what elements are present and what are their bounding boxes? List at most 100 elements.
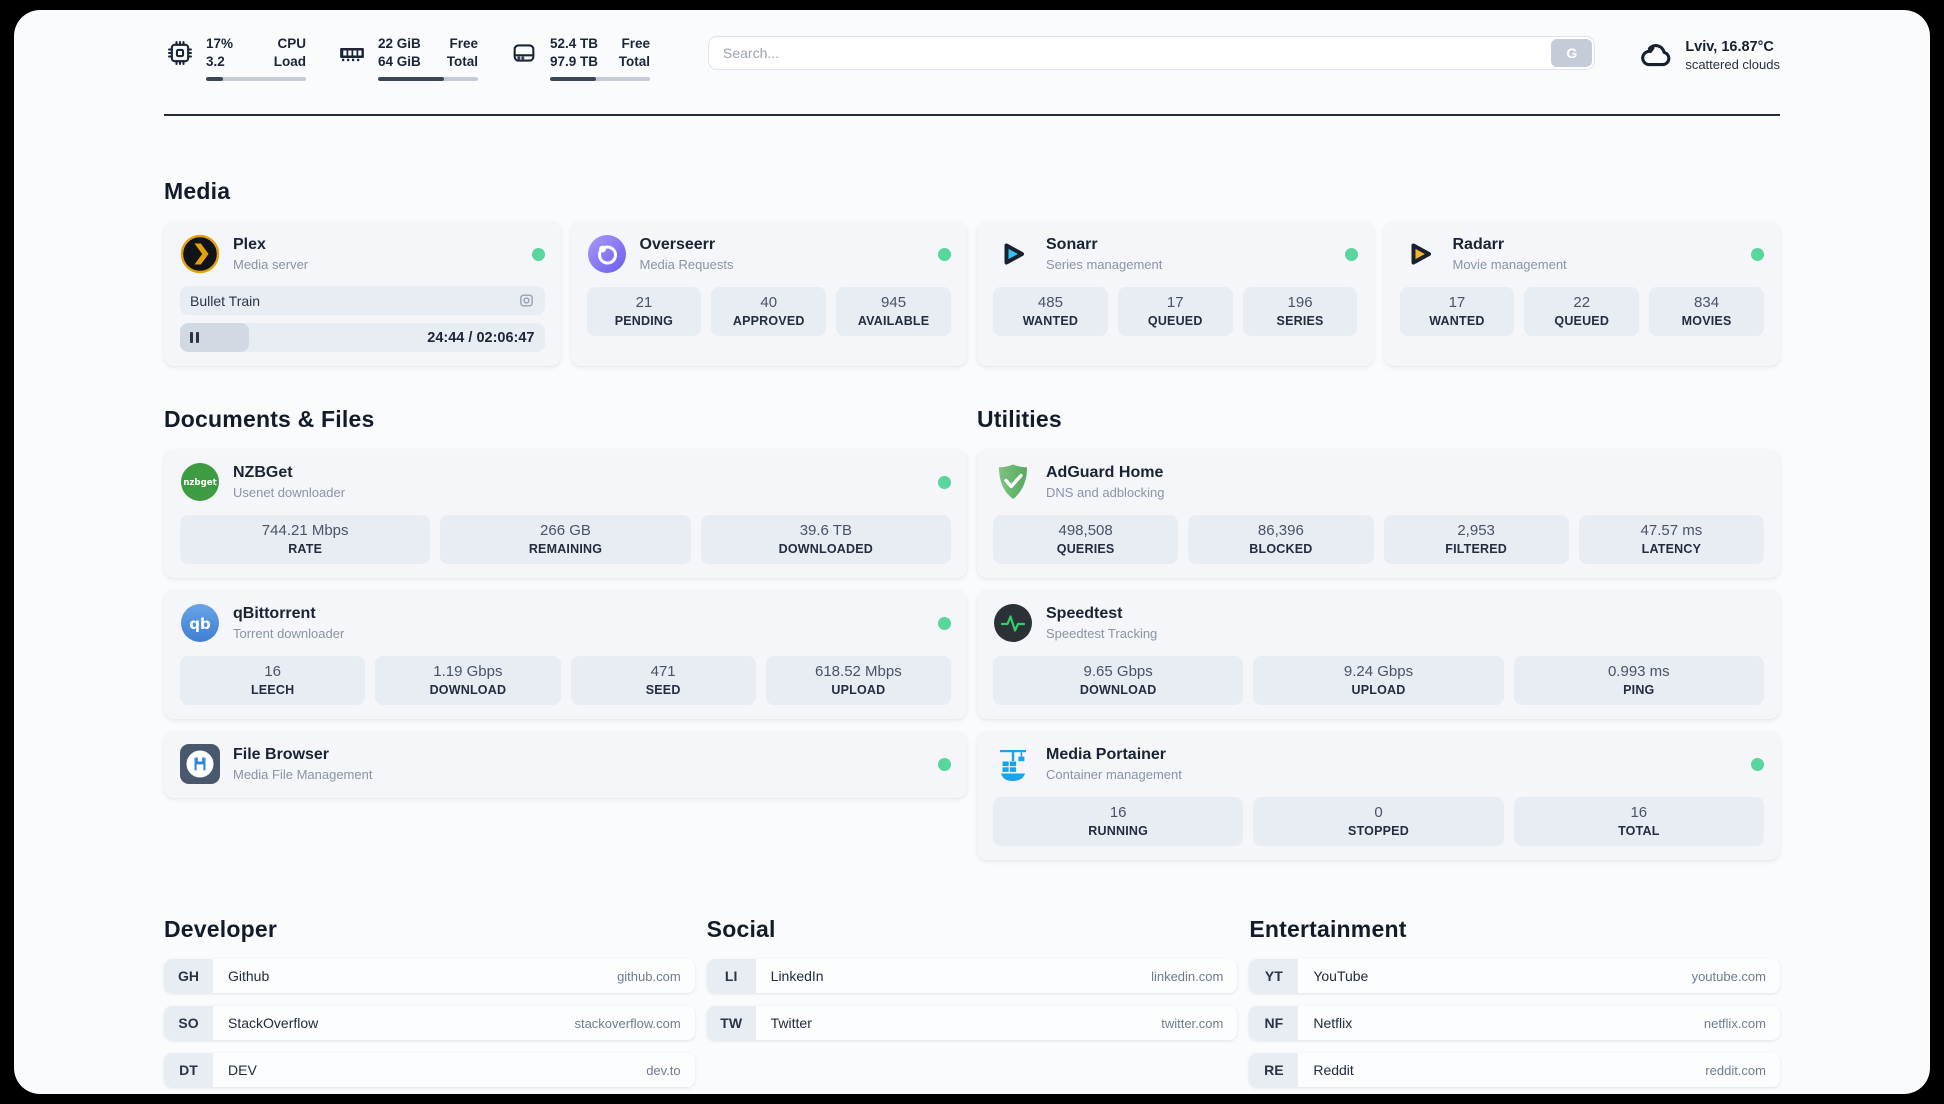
section-title-entertainment: Entertainment — [1249, 916, 1407, 942]
topbar: 17% 3.2 CPU Load — [164, 35, 1780, 81]
stat-box: 16 RUNNING — [993, 797, 1244, 846]
app-name: Speedtest — [1046, 605, 1123, 622]
section-entertainment: Entertainment YT YouTube youtube.com NF … — [1249, 916, 1780, 1087]
app-subtitle: Media Requests — [639, 257, 734, 272]
stat-box: 17 WANTED — [1399, 287, 1515, 336]
section-social: Social LI LinkedIn linkedin.com TW Twitt… — [706, 916, 1238, 1087]
stat-box: 16 LEECH — [180, 656, 366, 705]
section-title-utilities: Utilities — [977, 406, 1062, 432]
search-engine-button[interactable]: G — [1551, 39, 1593, 67]
cpu-progressbar — [206, 77, 306, 81]
radarr-icon — [1400, 234, 1440, 274]
bookmark-name: Twitter — [770, 1015, 812, 1031]
bookmark-name: Netflix — [1313, 1015, 1353, 1031]
bookmark-abbr: YT — [1249, 959, 1299, 993]
app-card-filebrowser[interactable]: File Browser Media File Management — [164, 731, 967, 798]
bookmark-row-stackoverflow[interactable]: SO StackOverflow stackoverflow.com — [164, 1006, 695, 1040]
memory-icon — [336, 37, 368, 69]
bookmark-url: dev.to — [646, 1062, 681, 1078]
memory-label-top: Free — [449, 36, 478, 51]
bookmark-row-youtube[interactable]: YT YouTube youtube.com — [1249, 959, 1780, 993]
bookmark-url: linkedin.com — [1151, 968, 1224, 984]
app-subtitle: DNS and adblocking — [1046, 485, 1165, 500]
bookmark-abbr: LI — [706, 959, 756, 993]
app-subtitle: Usenet downloader — [233, 485, 346, 500]
app-subtitle: Speedtest Tracking — [1046, 626, 1158, 641]
dashboard-canvas: 17% 3.2 CPU Load — [14, 10, 1930, 1094]
bookmark-row-dev[interactable]: DT DEV dev.to — [164, 1053, 695, 1087]
stat-box: 485 WANTED — [993, 287, 1108, 336]
app-card-speedtest[interactable]: Speedtest Speedtest Tracking 9.65 Gbps D… — [977, 590, 1780, 719]
stat-box: 0.993 ms PING — [1513, 656, 1764, 705]
topbar-divider — [164, 114, 1780, 116]
bookmark-row-reddit[interactable]: RE Reddit reddit.com — [1249, 1053, 1780, 1087]
bookmark-name: Github — [228, 968, 270, 984]
app-card-nzbget[interactable]: nzbget NZBGet Usenet downloader 744.21 M… — [164, 449, 967, 578]
stat-box: 0 STOPPED — [1253, 797, 1504, 846]
section-title-documents: Documents & Files — [164, 406, 375, 432]
app-subtitle: Container management — [1046, 767, 1182, 782]
app-card-radarr[interactable]: Radarr Movie management 17 WANTED 22 QUE… — [1383, 221, 1780, 366]
app-card-portainer[interactable]: Media Portainer Container management 16 … — [977, 731, 1780, 860]
section-title-media: Media — [164, 178, 231, 204]
app-name: File Browser — [233, 746, 330, 763]
cpu-label-bottom: Load — [273, 54, 306, 69]
now-playing-title: Bullet Train — [190, 292, 261, 309]
stat-box: 266 GB REMAINING — [440, 515, 691, 564]
app-card-qbittorrent[interactable]: qb qBittorrent Torrent downloader 16 LEE… — [164, 590, 967, 719]
stat-box: 618.52 Mbps UPLOAD — [765, 656, 951, 705]
stat-box: 945 AVAILABLE — [836, 287, 951, 336]
speedtest-icon — [993, 603, 1033, 643]
app-subtitle: Torrent downloader — [233, 626, 345, 641]
player-progress: 24:44 / 02:06:47 — [180, 323, 545, 352]
bookmark-row-twitter[interactable]: TW Twitter twitter.com — [706, 1006, 1238, 1040]
section-developer: Developer GH Github github.com SO StackO… — [164, 916, 695, 1087]
app-name: AdGuard Home — [1046, 464, 1164, 481]
status-dot — [938, 616, 951, 630]
bookmark-abbr: GH — [164, 959, 213, 993]
search-input[interactable] — [708, 36, 1596, 70]
app-name: Plex — [233, 236, 266, 253]
bookmark-url: reddit.com — [1705, 1062, 1766, 1078]
bookmark-row-linkedin[interactable]: LI LinkedIn linkedin.com — [706, 959, 1238, 993]
bookmark-url: youtube.com — [1691, 968, 1766, 984]
section-documents: Documents & Files nzbget NZBGet Usenet d… — [164, 406, 967, 860]
bookmark-row-github[interactable]: GH Github github.com — [164, 959, 695, 993]
app-card-plex[interactable]: Plex Media server Bullet Train 24:44 — [164, 221, 561, 366]
section-utilities: Utilities AdGuard Home — [977, 406, 1780, 860]
search-bar: G — [708, 36, 1596, 70]
bookmark-url: netflix.com — [1703, 1015, 1766, 1031]
cpu-icon — [164, 37, 196, 69]
stat-box: 2,953 FILTERED — [1383, 515, 1569, 564]
status-dot — [938, 475, 951, 489]
app-card-sonarr[interactable]: Sonarr Series management 485 WANTED 17 Q… — [977, 221, 1374, 366]
bookmark-url: stackoverflow.com — [574, 1015, 681, 1031]
app-card-adguard[interactable]: AdGuard Home DNS and adblocking 498,508 … — [977, 449, 1780, 578]
stat-box: 834 MOVIES — [1649, 287, 1764, 336]
stat-box: 498,508 QUERIES — [993, 515, 1179, 564]
bookmark-url: twitter.com — [1161, 1015, 1224, 1031]
stat-box: 22 QUEUED — [1524, 287, 1640, 336]
bookmark-name: YouTube — [1313, 968, 1369, 984]
memory-total-value: 64 GiB — [378, 54, 421, 69]
app-name: NZBGet — [233, 464, 293, 481]
overseerr-icon — [587, 234, 627, 274]
app-subtitle: Series management — [1046, 257, 1163, 272]
bookmark-row-netflix[interactable]: NF Netflix netflix.com — [1249, 1006, 1780, 1040]
bookmark-name: Reddit — [1313, 1062, 1354, 1078]
stat-box: 16 TOTAL — [1513, 797, 1764, 846]
memory-widget: 22 GiB 64 GiB Free Total — [336, 35, 478, 81]
filebrowser-icon — [180, 744, 220, 784]
cast-icon — [518, 292, 535, 309]
app-card-overseerr[interactable]: Overseerr Media Requests 21 PENDING 40 A… — [570, 221, 967, 366]
bookmark-name: DEV — [228, 1062, 257, 1078]
section-media: Media Plex Media server — [164, 178, 1780, 366]
stat-box: 471 SEED — [570, 656, 756, 705]
bookmark-abbr: TW — [706, 1006, 756, 1040]
storage-widget: 52.4 TB 97.9 TB Free Total — [508, 35, 650, 81]
bookmark-name: LinkedIn — [770, 968, 824, 984]
stat-box: 47.57 ms LATENCY — [1578, 515, 1764, 564]
svg-text:nzbget: nzbget — [183, 478, 216, 488]
weather-condition: scattered clouds — [1685, 57, 1780, 72]
status-dot — [1344, 247, 1358, 261]
